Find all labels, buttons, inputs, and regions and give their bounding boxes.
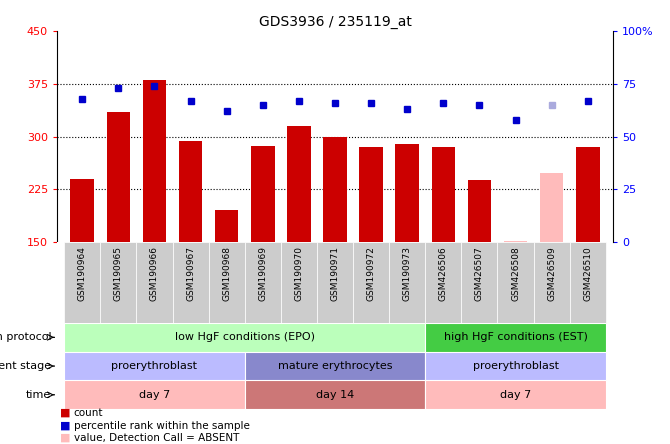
Bar — [425, 381, 606, 409]
Text: proerythroblast: proerythroblast — [111, 361, 198, 371]
Bar — [70, 179, 94, 242]
Bar — [317, 242, 353, 323]
Text: proerythroblast: proerythroblast — [472, 361, 559, 371]
Text: GSM190972: GSM190972 — [366, 246, 376, 301]
Bar — [287, 126, 311, 242]
Text: GSM426507: GSM426507 — [475, 246, 484, 301]
Bar — [208, 242, 245, 323]
Bar — [576, 147, 600, 242]
Text: GSM190968: GSM190968 — [222, 246, 231, 301]
Bar — [100, 242, 137, 323]
Bar — [431, 147, 455, 242]
Bar — [64, 352, 245, 381]
Text: growth protocol: growth protocol — [0, 332, 52, 342]
Text: value, Detection Call = ABSENT: value, Detection Call = ABSENT — [74, 433, 239, 443]
Text: GSM426508: GSM426508 — [511, 246, 520, 301]
Text: day 7: day 7 — [500, 390, 531, 400]
Bar — [245, 352, 425, 381]
Bar — [498, 242, 533, 323]
Bar — [137, 242, 172, 323]
Text: ■: ■ — [60, 420, 71, 431]
Text: GSM190966: GSM190966 — [150, 246, 159, 301]
Bar — [540, 173, 563, 242]
Bar — [245, 381, 425, 409]
Text: GSM190964: GSM190964 — [78, 246, 86, 301]
Bar — [179, 142, 202, 242]
Bar — [172, 242, 208, 323]
Bar — [143, 80, 166, 242]
Title: GDS3936 / 235119_at: GDS3936 / 235119_at — [259, 15, 411, 29]
Bar — [323, 137, 347, 242]
Text: ■: ■ — [60, 408, 71, 418]
Text: development stage: development stage — [0, 361, 52, 371]
Bar — [468, 180, 491, 242]
Text: GSM190971: GSM190971 — [330, 246, 340, 301]
Text: GSM190967: GSM190967 — [186, 246, 195, 301]
Text: GSM426506: GSM426506 — [439, 246, 448, 301]
Text: day 7: day 7 — [139, 390, 170, 400]
Bar — [570, 242, 606, 323]
Text: ■: ■ — [60, 433, 71, 443]
Bar — [462, 242, 498, 323]
Text: GSM190969: GSM190969 — [258, 246, 267, 301]
Bar — [389, 242, 425, 323]
Bar — [533, 242, 570, 323]
Text: GSM190973: GSM190973 — [403, 246, 412, 301]
Bar — [395, 143, 419, 242]
Bar — [64, 381, 245, 409]
Text: low HgF conditions (EPO): low HgF conditions (EPO) — [175, 332, 315, 342]
Text: day 14: day 14 — [316, 390, 354, 400]
Bar — [425, 242, 462, 323]
Text: percentile rank within the sample: percentile rank within the sample — [74, 420, 249, 431]
Bar — [359, 147, 383, 242]
Bar — [64, 323, 425, 352]
Bar — [425, 352, 606, 381]
Text: GSM190970: GSM190970 — [294, 246, 304, 301]
Text: GSM190965: GSM190965 — [114, 246, 123, 301]
Bar — [107, 112, 130, 242]
Bar — [504, 241, 527, 242]
Text: GSM426509: GSM426509 — [547, 246, 556, 301]
Text: GSM426510: GSM426510 — [584, 246, 592, 301]
Bar — [353, 242, 389, 323]
Bar — [251, 146, 275, 242]
Bar — [245, 242, 281, 323]
Bar — [215, 210, 239, 242]
Text: high HgF conditions (EST): high HgF conditions (EST) — [444, 332, 588, 342]
Bar — [425, 323, 606, 352]
Bar — [64, 242, 100, 323]
Text: time: time — [26, 390, 52, 400]
Text: count: count — [74, 408, 103, 418]
Bar — [281, 242, 317, 323]
Text: mature erythrocytes: mature erythrocytes — [278, 361, 392, 371]
